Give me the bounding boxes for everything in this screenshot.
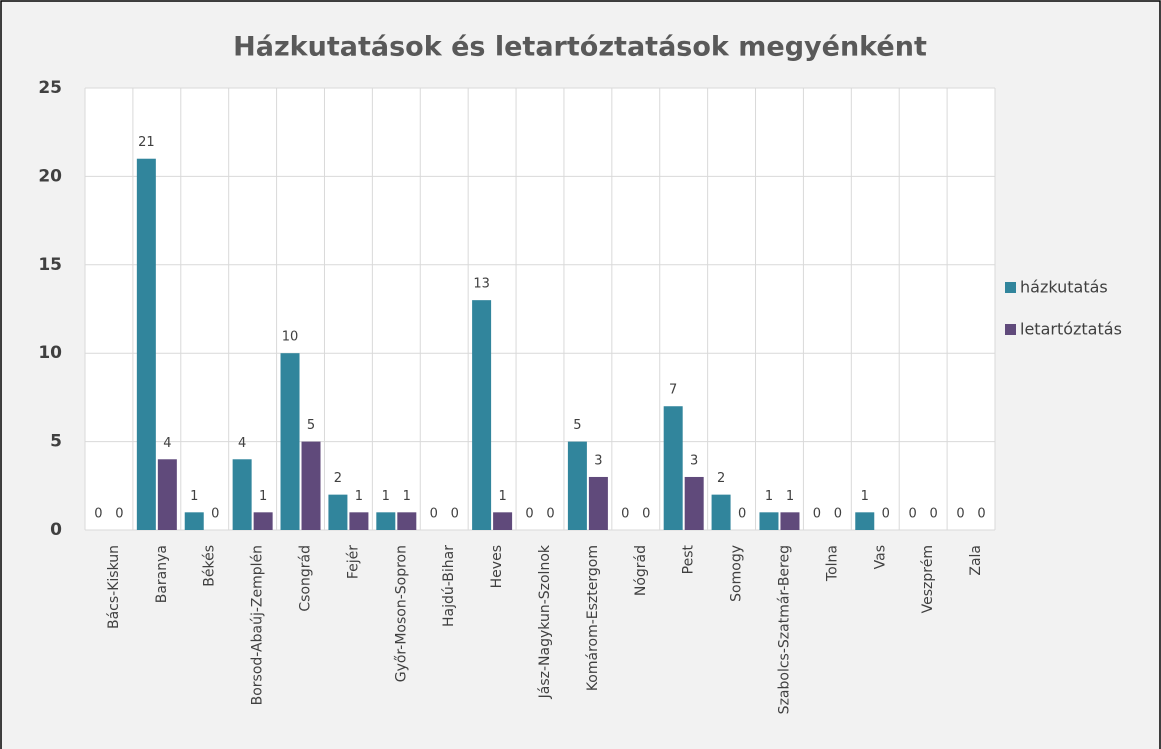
y-tick-label: 20 — [38, 166, 62, 186]
data-label: 0 — [642, 507, 650, 522]
data-label: 0 — [909, 507, 917, 522]
bar — [157, 459, 177, 530]
bar — [253, 512, 273, 530]
data-label: 1 — [403, 489, 411, 504]
data-label: 0 — [115, 507, 123, 522]
bar — [328, 494, 348, 530]
x-tick-label: Fejér — [345, 545, 361, 579]
data-label: 13 — [473, 277, 490, 292]
bar — [567, 441, 587, 530]
x-tick-label: Békés — [202, 545, 218, 587]
x-tick-label: Heves — [489, 545, 505, 588]
data-label: 0 — [738, 507, 746, 522]
bar — [780, 512, 800, 530]
bar — [684, 476, 704, 530]
data-label: 0 — [621, 507, 629, 522]
data-label: 1 — [190, 489, 198, 504]
x-tick-label: Zala — [968, 545, 984, 576]
data-label: 1 — [786, 489, 794, 504]
legend-swatch — [1005, 324, 1016, 335]
bar — [397, 512, 417, 530]
data-label: 1 — [765, 489, 773, 504]
data-label: 0 — [211, 507, 219, 522]
bar — [759, 512, 779, 530]
x-tick-label: Nógrád — [633, 545, 649, 596]
x-tick-label: Hajdú-Bihar — [441, 545, 457, 627]
x-tick-label: Komárom-Esztergom — [585, 545, 601, 691]
bar — [711, 494, 731, 530]
bar — [349, 512, 369, 530]
data-label: 1 — [355, 489, 363, 504]
bar — [280, 353, 300, 530]
data-label: 0 — [451, 507, 459, 522]
bar — [301, 441, 321, 530]
data-label: 1 — [861, 489, 869, 504]
data-label: 4 — [238, 436, 246, 451]
data-label: 1 — [382, 489, 390, 504]
bar — [472, 300, 492, 530]
bar — [184, 512, 204, 530]
data-label: 3 — [594, 453, 602, 468]
data-label: 0 — [430, 507, 438, 522]
x-tick-label: Borsod-Abaúj-Zemplén — [250, 545, 266, 705]
data-label: 3 — [690, 453, 698, 468]
data-label: 0 — [94, 507, 102, 522]
x-tick-label: Somogy — [729, 545, 745, 602]
data-label: 0 — [525, 507, 533, 522]
data-label: 5 — [307, 418, 315, 433]
data-label: 2 — [334, 471, 342, 486]
data-label: 0 — [882, 507, 890, 522]
x-tick-label: Jász-Nagykun-Szolnok — [537, 544, 553, 699]
bar — [376, 512, 396, 530]
x-tick-label: Veszprém — [920, 545, 936, 613]
data-label: 0 — [546, 507, 554, 522]
y-tick-label: 0 — [50, 520, 62, 540]
bar — [136, 158, 156, 530]
data-label: 0 — [813, 507, 821, 522]
bar — [588, 476, 608, 530]
data-label: 0 — [977, 507, 985, 522]
chart-title: Házkutatások és letartóztatások megyénké… — [233, 32, 927, 63]
x-tick-label: Baranya — [154, 545, 170, 603]
plot-area — [85, 88, 995, 530]
y-tick-label: 25 — [38, 78, 62, 98]
data-label: 0 — [930, 507, 938, 522]
data-label: 21 — [138, 135, 155, 150]
bar — [493, 512, 513, 530]
y-tick-label: 15 — [38, 255, 62, 275]
y-tick-label: 5 — [50, 432, 62, 452]
data-label: 7 — [669, 383, 677, 398]
data-label: 5 — [573, 418, 581, 433]
data-label: 4 — [163, 436, 171, 451]
data-label: 10 — [282, 330, 299, 345]
bar — [663, 406, 683, 530]
data-label: 0 — [956, 507, 964, 522]
data-label: 2 — [717, 471, 725, 486]
data-label: 0 — [834, 507, 842, 522]
x-tick-label: Bács-Kiskun — [106, 545, 122, 629]
legend-swatch — [1005, 282, 1016, 293]
x-tick-label: Szabolcs-Szatmár-Bereg — [776, 545, 792, 714]
legend-label: letartóztatás — [1020, 320, 1122, 339]
bar — [855, 512, 875, 530]
x-tick-label: Csongrád — [298, 545, 314, 612]
y-tick-label: 10 — [38, 343, 62, 363]
legend-label: házkutatás — [1020, 278, 1108, 297]
x-tick-label: Tolna — [824, 545, 840, 582]
x-tick-label: Pest — [681, 544, 697, 574]
x-tick-label: Vas — [872, 545, 888, 569]
x-tick-label: Győr-Moson-Sopron — [393, 545, 409, 682]
data-label: 1 — [259, 489, 267, 504]
bar — [232, 459, 252, 530]
data-label: 1 — [498, 489, 506, 504]
